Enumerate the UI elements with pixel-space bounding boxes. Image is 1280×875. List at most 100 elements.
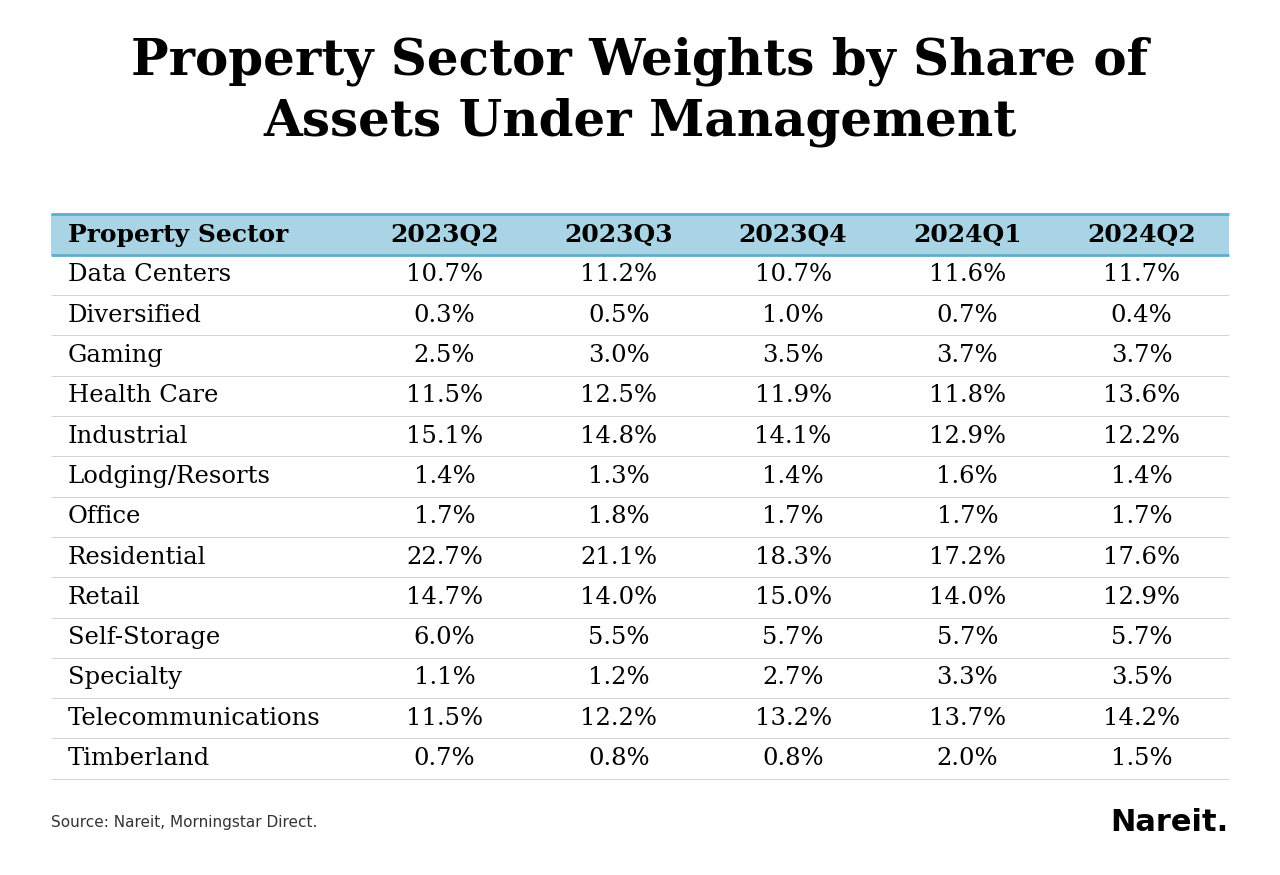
Text: Telecommunications: Telecommunications	[68, 707, 320, 730]
Text: 11.6%: 11.6%	[929, 263, 1006, 286]
Text: 13.2%: 13.2%	[754, 707, 832, 730]
Text: 2024Q1: 2024Q1	[913, 222, 1021, 247]
Text: Health Care: Health Care	[68, 384, 218, 407]
Text: 11.7%: 11.7%	[1103, 263, 1180, 286]
Bar	[51, 738, 1229, 779]
Text: 6.0%: 6.0%	[413, 626, 475, 649]
Bar	[51, 456, 1229, 496]
Text: 15.1%: 15.1%	[406, 424, 483, 448]
Text: 12.9%: 12.9%	[1103, 586, 1180, 609]
Text: Timberland: Timberland	[68, 747, 210, 770]
Text: 18.3%: 18.3%	[754, 545, 832, 569]
Text: 11.9%: 11.9%	[754, 384, 832, 407]
Text: 3.7%: 3.7%	[1111, 344, 1172, 367]
Text: 10.7%: 10.7%	[406, 263, 483, 286]
Text: Source: Nareit, Morningstar Direct.: Source: Nareit, Morningstar Direct.	[51, 815, 317, 830]
Text: Retail: Retail	[68, 586, 141, 609]
Text: 15.0%: 15.0%	[754, 586, 832, 609]
Text: 2024Q2: 2024Q2	[1087, 222, 1196, 247]
Text: 17.2%: 17.2%	[929, 545, 1006, 569]
Text: 0.4%: 0.4%	[1111, 304, 1172, 326]
Bar	[51, 698, 1229, 738]
Text: Industrial: Industrial	[68, 424, 188, 448]
Text: 3.5%: 3.5%	[763, 344, 824, 367]
Bar	[51, 537, 1229, 578]
Bar	[51, 578, 1229, 618]
Text: 5.5%: 5.5%	[588, 626, 649, 649]
Text: 1.4%: 1.4%	[413, 465, 475, 488]
Bar	[51, 375, 1229, 416]
Text: Specialty: Specialty	[68, 667, 182, 690]
Text: Property Sector Weights by Share of
Assets Under Management: Property Sector Weights by Share of Asse…	[132, 37, 1148, 147]
Text: 0.8%: 0.8%	[763, 747, 824, 770]
Text: 12.5%: 12.5%	[580, 384, 658, 407]
Bar	[51, 618, 1229, 658]
Text: 0.7%: 0.7%	[937, 304, 998, 326]
Text: 1.4%: 1.4%	[762, 465, 824, 488]
Bar	[51, 255, 1229, 295]
Text: Property Sector: Property Sector	[68, 222, 288, 247]
Text: 2023Q4: 2023Q4	[739, 222, 847, 247]
Text: 11.8%: 11.8%	[929, 384, 1006, 407]
Text: 11.5%: 11.5%	[406, 384, 483, 407]
Text: 17.6%: 17.6%	[1103, 545, 1180, 569]
Text: 11.5%: 11.5%	[406, 707, 483, 730]
Text: 14.2%: 14.2%	[1103, 707, 1180, 730]
Bar	[51, 214, 1229, 255]
Bar	[51, 295, 1229, 335]
Text: 5.7%: 5.7%	[763, 626, 824, 649]
Text: 14.7%: 14.7%	[406, 586, 483, 609]
Text: 1.7%: 1.7%	[413, 505, 475, 528]
Text: Office: Office	[68, 505, 141, 528]
Text: 1.4%: 1.4%	[1111, 465, 1172, 488]
Text: 12.9%: 12.9%	[929, 424, 1006, 448]
Text: 14.0%: 14.0%	[580, 586, 658, 609]
Text: Nareit.: Nareit.	[1111, 808, 1229, 837]
Text: 14.1%: 14.1%	[754, 424, 832, 448]
Text: 1.8%: 1.8%	[588, 505, 650, 528]
Text: 3.7%: 3.7%	[937, 344, 998, 367]
Text: Residential: Residential	[68, 545, 206, 569]
Text: 0.7%: 0.7%	[413, 747, 475, 770]
Text: 14.0%: 14.0%	[929, 586, 1006, 609]
Text: 2023Q3: 2023Q3	[564, 222, 673, 247]
Text: 5.7%: 5.7%	[1111, 626, 1172, 649]
Bar	[51, 416, 1229, 456]
Bar	[51, 658, 1229, 698]
Text: 0.5%: 0.5%	[588, 304, 650, 326]
Text: 0.8%: 0.8%	[588, 747, 650, 770]
Text: Self-Storage: Self-Storage	[68, 626, 220, 649]
Text: 2.7%: 2.7%	[763, 667, 824, 690]
Text: 12.2%: 12.2%	[1103, 424, 1180, 448]
Text: 3.3%: 3.3%	[937, 667, 998, 690]
Text: 10.7%: 10.7%	[754, 263, 832, 286]
Text: 1.5%: 1.5%	[1111, 747, 1172, 770]
Text: 5.7%: 5.7%	[937, 626, 998, 649]
Text: 1.7%: 1.7%	[1111, 505, 1172, 528]
Text: 13.7%: 13.7%	[929, 707, 1006, 730]
Text: Lodging/Resorts: Lodging/Resorts	[68, 465, 271, 488]
Text: 2023Q2: 2023Q2	[390, 222, 499, 247]
Bar	[51, 335, 1229, 375]
Text: 1.0%: 1.0%	[762, 304, 824, 326]
Text: 1.1%: 1.1%	[413, 667, 475, 690]
Text: 13.6%: 13.6%	[1103, 384, 1180, 407]
Text: 21.1%: 21.1%	[580, 545, 658, 569]
Text: 1.6%: 1.6%	[937, 465, 998, 488]
Text: 1.3%: 1.3%	[588, 465, 650, 488]
Text: 22.7%: 22.7%	[406, 545, 483, 569]
Text: Diversified: Diversified	[68, 304, 202, 326]
Bar	[51, 496, 1229, 537]
Text: Data Centers: Data Centers	[68, 263, 230, 286]
Text: 1.7%: 1.7%	[763, 505, 824, 528]
Text: 3.0%: 3.0%	[588, 344, 650, 367]
Text: 14.8%: 14.8%	[580, 424, 658, 448]
Text: Gaming: Gaming	[68, 344, 164, 367]
Text: 1.7%: 1.7%	[937, 505, 998, 528]
Text: 2.5%: 2.5%	[413, 344, 475, 367]
Text: 12.2%: 12.2%	[580, 707, 658, 730]
Text: 3.5%: 3.5%	[1111, 667, 1172, 690]
Text: 11.2%: 11.2%	[580, 263, 658, 286]
Text: 0.3%: 0.3%	[413, 304, 475, 326]
Text: 1.2%: 1.2%	[588, 667, 650, 690]
